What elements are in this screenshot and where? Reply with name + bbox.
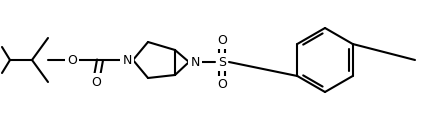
Text: N: N [122, 54, 132, 66]
Text: S: S [218, 56, 226, 68]
Text: N: N [191, 56, 200, 68]
Text: O: O [67, 54, 77, 66]
Text: O: O [217, 78, 227, 92]
Text: O: O [217, 34, 227, 46]
Text: O: O [91, 76, 101, 88]
